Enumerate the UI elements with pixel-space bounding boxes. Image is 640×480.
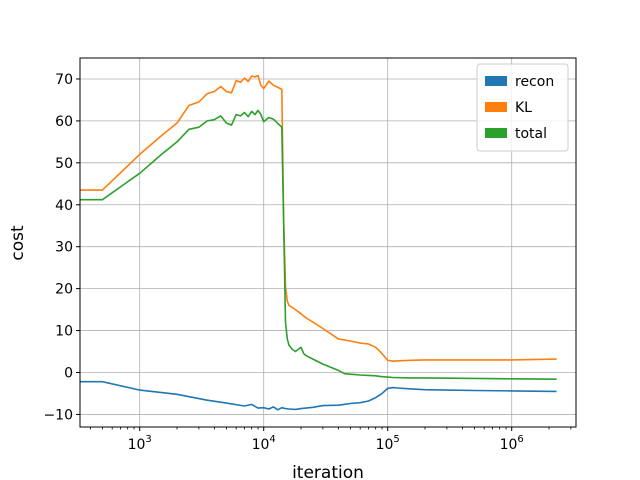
x-tick-label: 106 — [500, 434, 524, 453]
y-tick-label: 50 — [55, 156, 73, 172]
y-tick-label: 60 — [55, 114, 73, 130]
y-tick-label: 20 — [55, 282, 73, 298]
series-line-total — [80, 109, 557, 380]
legend-swatch-total — [485, 128, 507, 138]
legend-label-KL: KL — [515, 100, 532, 116]
y-tick-label: 0 — [64, 365, 73, 381]
x-axis-label: iteration — [292, 463, 364, 480]
y-axis: −10 0 10 20 30 40 50 60 70 — [43, 72, 80, 423]
legend-label-recon: recon — [515, 74, 554, 90]
y-tick-label: 30 — [55, 240, 73, 256]
x-tick-label: 104 — [252, 434, 276, 453]
legend: recon KL total — [476, 63, 569, 152]
legend-swatch-recon — [485, 76, 507, 86]
series-line-KL — [80, 74, 557, 363]
legend-label-total: total — [515, 126, 547, 142]
y-tick-label: 10 — [55, 324, 73, 340]
y-axis-label: cost — [8, 225, 28, 261]
y-tick-label: −10 — [43, 407, 73, 423]
grid — [80, 58, 576, 427]
x-tick-label: 105 — [376, 434, 400, 453]
y-tick-label: 70 — [55, 72, 73, 88]
series-lines — [80, 74, 557, 411]
y-tick-label: 40 — [55, 198, 73, 214]
plot-frame — [79, 57, 577, 428]
x-axis: 103 104 105 106 — [89, 427, 572, 453]
x-tick-label: 103 — [128, 434, 152, 453]
legend-swatch-KL — [485, 102, 507, 112]
series-line-recon — [80, 380, 557, 411]
